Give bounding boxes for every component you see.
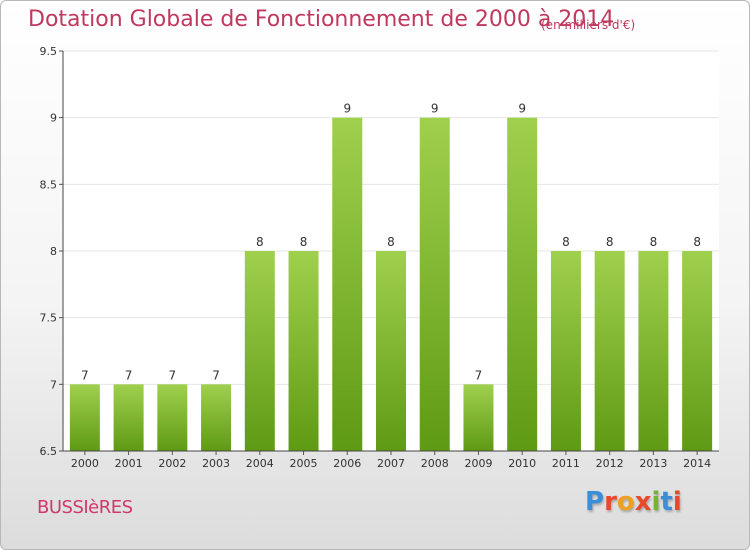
y-tick-label: 8.5 xyxy=(40,178,58,191)
data-label-2006: 9 xyxy=(343,102,351,116)
bar-2008 xyxy=(419,117,450,452)
bar-2005 xyxy=(288,251,319,451)
data-label-2005: 8 xyxy=(300,235,308,249)
logo-letter: P xyxy=(585,487,605,517)
bar-2011 xyxy=(550,251,581,451)
bar-2007 xyxy=(376,251,406,451)
data-label-2013: 8 xyxy=(650,235,658,249)
x-tick-label-2011: 2011 xyxy=(552,457,580,470)
x-tick-label-2000: 2000 xyxy=(71,457,99,470)
logo-letter: i xyxy=(651,487,661,517)
x-tick-label-2007: 2007 xyxy=(377,457,405,470)
x-tick-label-2013: 2013 xyxy=(639,457,667,470)
commune-name: BUSSIèRES xyxy=(37,497,133,518)
chart-unit: (en milliers d'€) xyxy=(541,18,636,32)
data-label-2012: 8 xyxy=(606,235,614,249)
bar-2000 xyxy=(69,384,100,451)
bar-2012 xyxy=(594,251,625,451)
bars xyxy=(69,117,713,452)
bar-2004 xyxy=(244,251,275,451)
logo-letter: t xyxy=(660,487,673,517)
x-tick-label-2006: 2006 xyxy=(333,457,361,470)
data-labels: 7 7 7 7 8 8 9 8 9 7 9 8 8 8 8 xyxy=(81,102,701,383)
proxiti-logo[interactable]: Proxiti xyxy=(585,487,695,525)
logo-letter: o xyxy=(616,487,635,517)
logo-letter: i xyxy=(672,487,682,517)
x-tick-label-2002: 2002 xyxy=(158,457,186,470)
data-label-2004: 8 xyxy=(256,235,264,249)
data-label-2000: 7 xyxy=(81,368,89,382)
bar-2003 xyxy=(201,384,232,451)
x-tick-label-2004: 2004 xyxy=(246,457,274,470)
y-tick-label: 6.5 xyxy=(40,445,58,458)
data-label-2009: 7 xyxy=(475,368,483,382)
data-label-2003: 7 xyxy=(212,368,220,382)
x-tick-label-2009: 2009 xyxy=(464,457,492,470)
data-label-2014: 8 xyxy=(693,235,701,249)
data-label-2001: 7 xyxy=(125,368,133,382)
bar-2009 xyxy=(463,384,494,451)
y-tick-label: 9.5 xyxy=(40,45,58,58)
y-tick-label: 7.5 xyxy=(40,312,58,325)
bar-2013 xyxy=(638,251,669,451)
data-label-2002: 7 xyxy=(169,368,177,382)
data-label-2008: 9 xyxy=(431,102,439,116)
y-tick-label: 9 xyxy=(50,112,57,125)
x-tick-label-2014: 2014 xyxy=(683,457,711,470)
logo-letter: x xyxy=(634,487,652,517)
data-label-2011: 8 xyxy=(562,235,570,249)
x-tick-label-2008: 2008 xyxy=(421,457,449,470)
bar-2010 xyxy=(507,117,538,452)
x-tick-label-2001: 2001 xyxy=(115,457,143,470)
y-tick-label: 7 xyxy=(50,378,57,391)
bar-2006 xyxy=(332,117,363,452)
x-tick-label-2012: 2012 xyxy=(596,457,624,470)
chart-title: Dotation Globale de Fonctionnement de 20… xyxy=(28,7,615,32)
axes: 6.5 7 7.5 8 8.5 9 9.5 2000 2001 2002 2003 2004 2005 2… xyxy=(40,45,719,470)
bar-2014 xyxy=(682,251,713,451)
x-tick-label-2010: 2010 xyxy=(508,457,536,470)
data-label-2010: 9 xyxy=(518,102,526,116)
data-label-2007: 8 xyxy=(387,235,395,249)
logo-letter: r xyxy=(604,487,617,517)
x-tick-label-2003: 2003 xyxy=(202,457,230,470)
bar-2002 xyxy=(157,384,188,451)
y-tick-label: 8 xyxy=(50,245,57,258)
bar-2001 xyxy=(113,384,144,451)
x-tick-label-2005: 2005 xyxy=(290,457,318,470)
